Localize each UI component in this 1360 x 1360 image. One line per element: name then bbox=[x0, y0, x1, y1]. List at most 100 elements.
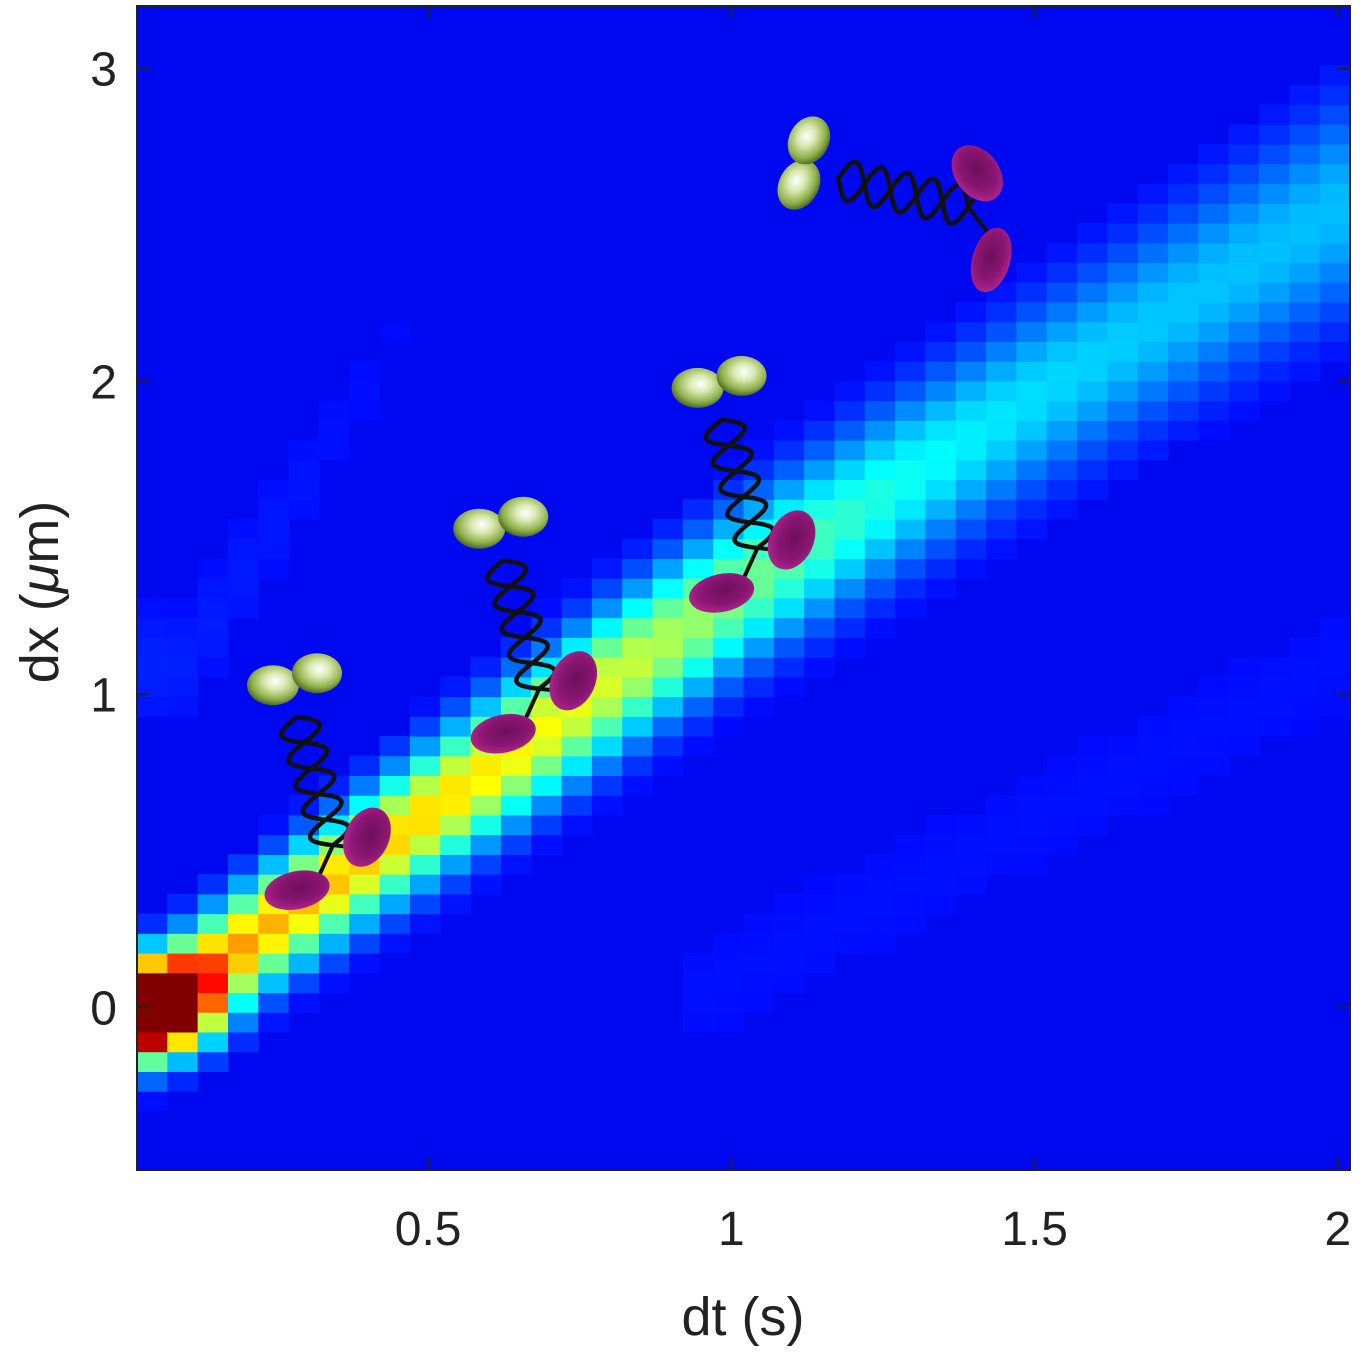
heatmap-cell bbox=[773, 617, 805, 638]
x-tick-label: 1 bbox=[718, 1203, 745, 1256]
heatmap-cell bbox=[500, 775, 532, 796]
heatmap-cell bbox=[1107, 400, 1139, 421]
heatmap-cell bbox=[1168, 183, 1199, 204]
y-axis-label-suffix: m) bbox=[10, 501, 70, 564]
heatmap-cell bbox=[1137, 795, 1169, 816]
heatmap-cell bbox=[197, 617, 229, 638]
heatmap-cell bbox=[409, 874, 441, 895]
heatmap-cell bbox=[227, 1031, 259, 1053]
heatmap-cell bbox=[1228, 301, 1260, 323]
heatmap-cell bbox=[986, 380, 1018, 402]
heatmap-cell bbox=[622, 637, 654, 658]
heatmap-cell bbox=[925, 814, 957, 836]
heatmap-cell bbox=[440, 874, 472, 895]
heatmap-cell bbox=[1137, 420, 1169, 441]
heatmap-cell bbox=[531, 597, 563, 619]
heatmap-cell bbox=[1077, 262, 1109, 283]
heatmap-cell bbox=[895, 913, 927, 934]
heatmap-cell bbox=[1077, 459, 1109, 481]
motor-foot bbox=[767, 510, 816, 570]
heatmap-cell bbox=[288, 499, 320, 520]
heatmap-cell bbox=[682, 992, 714, 1013]
heatmap-cell bbox=[137, 992, 168, 1013]
heatmap-cell bbox=[167, 676, 199, 698]
heatmap-cell bbox=[1077, 814, 1109, 836]
heatmap-cell bbox=[743, 657, 775, 678]
heatmap-cell bbox=[1319, 203, 1351, 224]
heatmap-cell bbox=[955, 558, 987, 579]
heatmap-cell bbox=[258, 499, 290, 520]
heatmap-cell bbox=[1259, 262, 1290, 283]
heatmap-cell bbox=[258, 952, 290, 974]
heatmap-cell bbox=[773, 420, 805, 441]
heatmap-cell bbox=[591, 597, 623, 619]
heatmap-cell bbox=[137, 676, 168, 698]
heatmap-cell bbox=[1259, 163, 1290, 185]
heatmap-cell bbox=[743, 933, 775, 954]
heatmap-cell bbox=[804, 558, 836, 579]
heatmap-cell bbox=[137, 972, 168, 994]
heatmap-cell bbox=[167, 972, 199, 994]
heatmap-cell bbox=[1228, 696, 1260, 717]
heatmap-cell bbox=[1016, 499, 1048, 520]
heatmap-cell bbox=[925, 380, 957, 402]
heatmap-cell bbox=[773, 893, 805, 915]
heatmap-cell bbox=[773, 952, 805, 974]
heatmap-cell bbox=[591, 558, 623, 579]
heatmap-cell bbox=[1107, 440, 1139, 461]
heatmap-cell bbox=[713, 637, 745, 658]
x-axis-label: dt (s) bbox=[681, 1287, 804, 1347]
heatmap-cell bbox=[1046, 814, 1078, 836]
heatmap-cell bbox=[1077, 755, 1109, 777]
heatmap-cell bbox=[470, 854, 502, 875]
heatmap-cell bbox=[955, 380, 987, 402]
x-tick-label: 0.5 bbox=[395, 1203, 462, 1256]
heatmap-cell bbox=[955, 440, 987, 461]
heatmap-cell bbox=[1107, 755, 1139, 777]
heatmap-cell bbox=[773, 479, 805, 500]
heatmap-cell bbox=[1319, 696, 1351, 717]
heatmap-cell bbox=[955, 538, 987, 560]
heatmap-cell bbox=[773, 459, 805, 481]
heatmap-cell bbox=[834, 933, 866, 954]
heatmap-cell bbox=[925, 321, 957, 342]
heatmap-cell bbox=[197, 558, 229, 579]
heatmap-cell bbox=[470, 814, 502, 836]
heatmap-cell bbox=[1319, 637, 1351, 658]
heatmap-cell bbox=[925, 893, 957, 915]
heatmap-cell bbox=[1046, 459, 1078, 481]
y-tick-label: 2 bbox=[90, 356, 117, 409]
heatmap-cell bbox=[986, 518, 1018, 540]
heatmap-cell bbox=[834, 558, 866, 579]
heatmap-cell bbox=[1046, 301, 1078, 323]
heatmap-cell bbox=[591, 617, 623, 638]
heatmap-cell bbox=[349, 933, 381, 954]
heatmap-cell bbox=[864, 558, 896, 579]
heatmap-cell bbox=[440, 834, 472, 855]
heatmap-cell bbox=[804, 578, 836, 599]
heatmap-cell bbox=[986, 301, 1018, 323]
heatmap-cell bbox=[379, 933, 411, 954]
heatmap-cell bbox=[531, 755, 563, 777]
heatmap-cell bbox=[955, 499, 987, 520]
heatmap-cell bbox=[349, 380, 381, 402]
heatmap-cell bbox=[895, 538, 927, 560]
heatmap-cell bbox=[1137, 755, 1169, 777]
heatmap-cell bbox=[227, 913, 259, 934]
heatmap-cell bbox=[834, 913, 866, 934]
heatmap-cell bbox=[1016, 854, 1048, 875]
heatmap-cell bbox=[804, 933, 836, 954]
heatmap-cell bbox=[864, 913, 896, 934]
heatmap-cell bbox=[288, 913, 320, 934]
heatmap-cell bbox=[349, 755, 381, 777]
heatmap-cell bbox=[1168, 361, 1199, 382]
heatmap-cell bbox=[713, 617, 745, 638]
heatmap-cell bbox=[1168, 242, 1199, 264]
heatmap-cell bbox=[955, 400, 987, 421]
heatmap-cell bbox=[652, 696, 684, 717]
heatmap-cell bbox=[258, 854, 290, 875]
heatmap-cell bbox=[500, 795, 532, 816]
heatmap-cell bbox=[591, 696, 623, 717]
heatmap-cell bbox=[409, 775, 441, 796]
heatmap-cell bbox=[167, 893, 199, 915]
